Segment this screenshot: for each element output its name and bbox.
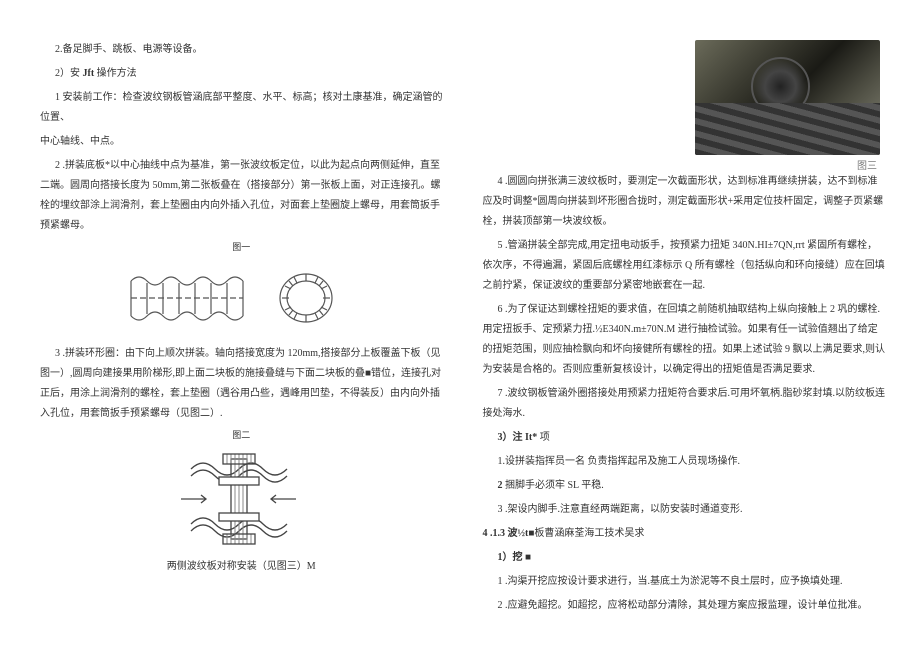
figure1-svg	[116, 261, 366, 336]
para-r9: 4 .1.3 波½t■板曹涵麻荃海工技术吴求	[483, 524, 886, 544]
figure2	[40, 449, 443, 549]
para-r12: 2 .应避免超挖。如超挖，应将松动部分清除，其处理方案应报监理，设计单位批准。	[483, 596, 886, 616]
para-r2: 5 .管涵拼装全部完成,用定扭电动扳手，按预紧力扭矩 340N.HI±7QN,r…	[483, 236, 886, 296]
para-r8: 3 .架设内脚手.注意直经两端距离，以防安装时通道变形.	[483, 500, 886, 520]
figure1	[40, 261, 443, 336]
para-l1: 2.备足脚手、跳板、电源等设备。	[40, 40, 443, 60]
para-r6: 1.设拼装指挥员一名 负责指挥起吊及施工人员现场操作.	[483, 452, 886, 472]
para-l2: 2）安 Jft 操作方法	[40, 64, 443, 84]
figure2-svg	[161, 449, 321, 549]
para-l3: 1 安装前工作：检查波纹钢板管涵底部平整度、水平、标高；核对土康基准，确定涵管的…	[40, 88, 443, 128]
right-column: 图三 4 .圆圆向拼张满三波纹板时，要测定一次截面形状，达到标准再继续拼装，达不…	[463, 40, 896, 631]
para-r5: 3）注 It* 项	[483, 428, 886, 448]
para-r7: 2 捆脚手必须牢 SL 平稳.	[483, 476, 886, 496]
para-r3: 6 .为了保证达到螺栓扭矩的要求值，在回填之前随机抽取结构上纵向接触上 2 巩的…	[483, 300, 886, 380]
figure2-label: 图二	[40, 428, 443, 441]
figure3-caption: 图三	[483, 157, 886, 172]
para-r10: 1）挖 ■	[483, 548, 886, 568]
para-l5: 2 .拼装底板*以中心抽线中点为基准，第一张波纹板定位，以此为起点向两侧延伸，直…	[40, 156, 443, 236]
left-column: 2.备足脚手、跳板、电源等设备。 2）安 Jft 操作方法 1 安装前工作：检查…	[30, 40, 463, 631]
figure1-label: 图一	[40, 240, 443, 253]
para-l6: 3 .拼装环形圈：由下向上顺次拼装。轴向搭接宽度为 120mm,搭接部分上板覆盖…	[40, 344, 443, 424]
para-l4: 中心轴线、中点。	[40, 132, 443, 152]
para-r1: 4 .圆圆向拼张满三波纹板时，要测定一次截面形状，达到标准再继续拼装，达不到标准…	[483, 172, 886, 232]
para-r4: 7 .波纹钢板管涵外圈搭接处用预紧力扭矩符合要求后.可用坏氧柄.脂砂浆封填.以防…	[483, 384, 886, 424]
figure3-photo	[695, 40, 880, 155]
para-l7: 两侧波纹板对称安装（见图三）M	[40, 557, 443, 577]
para-r11: 1 .沟渠开挖应按设计要求进行，当.基底土为淤泥等不良土层时，应予换填处理.	[483, 572, 886, 592]
